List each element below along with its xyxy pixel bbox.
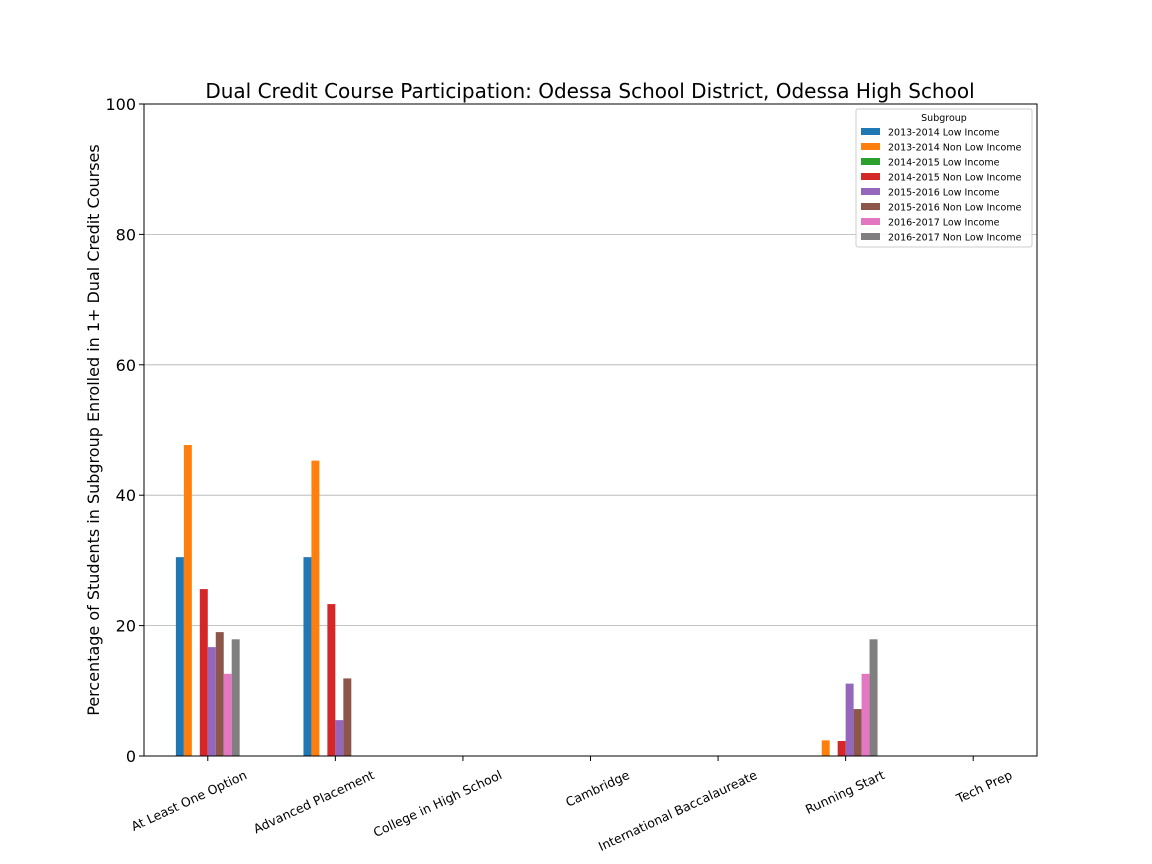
- chart-title: Dual Credit Course Participation: Odessa…: [205, 79, 974, 103]
- y-tick-label: 60: [116, 356, 136, 375]
- x-tick-label: At Least One Option: [129, 767, 249, 834]
- bar: [311, 460, 320, 756]
- legend-swatch: [861, 158, 880, 165]
- legend-title: Subgroup: [921, 113, 967, 124]
- y-tick-label: 80: [116, 225, 136, 244]
- legend-label: 2016-2017 Non Low Income: [888, 233, 1022, 244]
- y-tick-label: 100: [105, 95, 136, 114]
- x-tick-label: Cambridge: [563, 767, 632, 810]
- bar: [821, 740, 830, 756]
- x-tick-label: Running Start: [803, 767, 887, 817]
- bar: [869, 639, 878, 756]
- legend: Subgroup 2013-2014 Low Income 2013-2014 No…: [855, 108, 1033, 248]
- bar: [853, 709, 862, 756]
- x-tick-label: Advanced Placement: [251, 767, 377, 836]
- bars: [175, 444, 878, 756]
- legend-label: 2015-2016 Low Income: [888, 188, 1000, 199]
- bar: [861, 673, 870, 756]
- bar: [183, 444, 192, 756]
- bar: [335, 720, 344, 756]
- bar: [207, 647, 216, 756]
- bar: [327, 604, 336, 756]
- bar: [215, 632, 224, 756]
- legend-swatch: [861, 233, 880, 240]
- bar: [343, 678, 352, 756]
- y-axis-label: Percentage of Students in Subgroup Enrol…: [84, 144, 103, 715]
- legend-swatch: [861, 173, 880, 180]
- y-axis: 0 20 40 60 80 100: [105, 95, 144, 766]
- legend-label: 2015-2016 Non Low Income: [888, 203, 1022, 214]
- bar: [845, 683, 854, 756]
- legend-label: 2013-2014 Low Income: [888, 128, 1000, 139]
- legend-swatch: [861, 218, 880, 225]
- bar: [837, 741, 846, 756]
- bar: [303, 557, 312, 756]
- legend-swatch: [861, 143, 880, 150]
- legend-swatch: [861, 188, 880, 195]
- bar: [199, 589, 208, 756]
- legend-swatch: [861, 203, 880, 210]
- legend-label: 2016-2017 Low Income: [888, 218, 1000, 229]
- x-axis: At Least One Option Advanced PlacementCol…: [129, 756, 1015, 854]
- bar: [223, 673, 232, 756]
- legend-label: 2013-2014 Non Low Income: [888, 143, 1022, 154]
- legend-label: 2014-2015 Non Low Income: [888, 173, 1022, 184]
- x-tick-label: Tech Prep: [953, 767, 1014, 806]
- y-tick-label: 20: [116, 617, 136, 636]
- x-tick-label: College in High School: [371, 767, 504, 840]
- legend-box: [855, 108, 1033, 248]
- bar: [175, 557, 184, 756]
- y-tick-label: 40: [116, 486, 136, 505]
- grid-lines: [144, 233, 1037, 626]
- bar: [231, 639, 240, 756]
- legend-label: 2014-2015 Low Income: [888, 158, 1000, 169]
- y-tick-label: 0: [126, 747, 136, 766]
- legend-swatch: [861, 128, 880, 135]
